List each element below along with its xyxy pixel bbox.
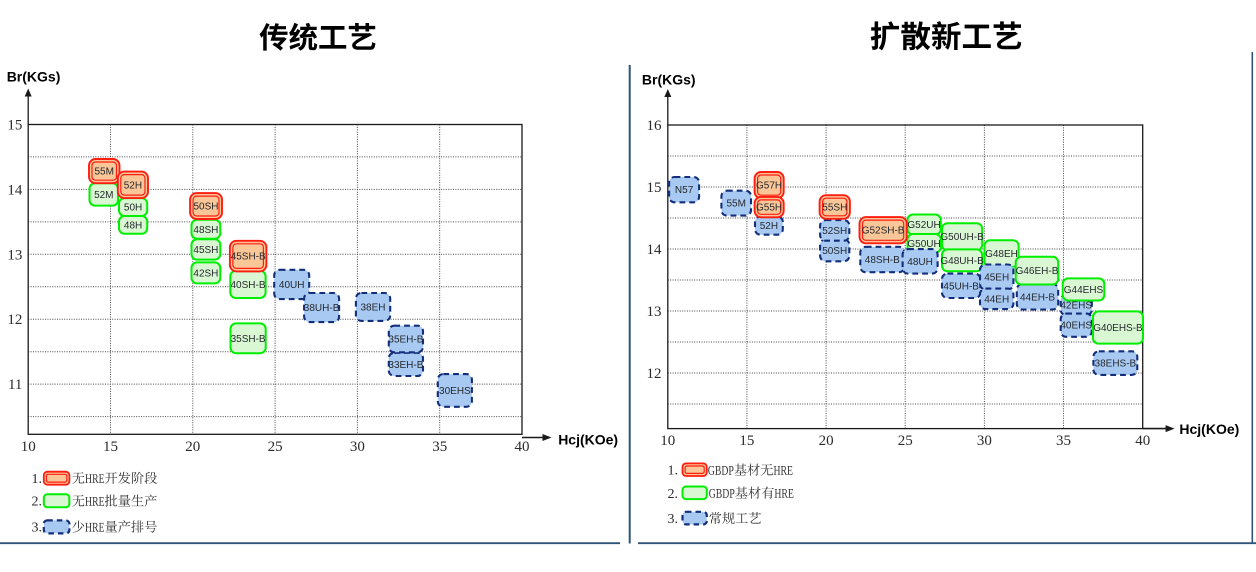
svg-text:G48UH-B: G48UH-B	[940, 256, 984, 267]
svg-text:35: 35	[1056, 433, 1071, 449]
svg-text:Hcj(KOe): Hcj(KOe)	[1179, 421, 1239, 437]
svg-text:15: 15	[103, 439, 118, 455]
svg-text:G50UH: G50UH	[907, 239, 940, 250]
svg-text:G57H: G57H	[756, 181, 782, 192]
svg-text:40SH-B: 40SH-B	[230, 280, 265, 291]
svg-text:42EHS: 42EHS	[1060, 301, 1092, 312]
svg-text:45EH: 45EH	[984, 273, 1009, 284]
svg-text:50H: 50H	[124, 203, 142, 214]
svg-text:3.: 3.	[32, 521, 43, 536]
svg-text:48UH: 48UH	[907, 257, 933, 268]
svg-text:13: 13	[7, 247, 22, 263]
svg-text:2.: 2.	[32, 495, 43, 510]
svg-text:45UH-B: 45UH-B	[943, 281, 979, 292]
svg-text:38EH: 38EH	[360, 302, 385, 313]
svg-text:30: 30	[350, 439, 365, 455]
svg-text:35EH-B: 35EH-B	[388, 335, 423, 346]
svg-text:50SH: 50SH	[193, 202, 218, 213]
svg-text:55SH: 55SH	[822, 203, 847, 214]
svg-text:G50UH-B: G50UH-B	[940, 232, 984, 243]
svg-text:15: 15	[647, 180, 662, 196]
svg-text:48SH: 48SH	[193, 225, 218, 236]
svg-text:44EH-B: 44EH-B	[1020, 292, 1055, 303]
svg-text:40EHS: 40EHS	[1060, 321, 1092, 332]
svg-text:52H: 52H	[124, 180, 142, 191]
svg-text:45SH-B: 45SH-B	[231, 252, 266, 263]
svg-text:50SH: 50SH	[822, 246, 847, 257]
svg-text:40: 40	[1135, 433, 1150, 449]
svg-text:16: 16	[647, 118, 663, 134]
svg-text:30: 30	[977, 433, 992, 449]
svg-text:10: 10	[660, 433, 675, 449]
svg-text:G46EH-B: G46EH-B	[1016, 266, 1059, 277]
svg-text:35: 35	[432, 439, 447, 455]
svg-text:20: 20	[185, 439, 200, 455]
svg-text:1.: 1.	[668, 464, 679, 479]
svg-text:55M: 55M	[726, 199, 745, 210]
svg-text:38UH-B: 38UH-B	[304, 303, 340, 314]
svg-text:12: 12	[7, 312, 22, 328]
svg-text:13: 13	[647, 304, 662, 320]
svg-text:48SH-B: 48SH-B	[865, 255, 900, 266]
svg-text:Br(KGs): Br(KGs)	[7, 69, 61, 85]
svg-text:40: 40	[515, 439, 530, 455]
svg-text:1.: 1.	[32, 472, 43, 487]
svg-text:G48EH: G48EH	[985, 249, 1018, 260]
svg-text:52SH: 52SH	[822, 226, 847, 237]
svg-text:15: 15	[739, 433, 754, 449]
svg-text:14: 14	[7, 182, 23, 198]
svg-text:11: 11	[8, 377, 22, 393]
svg-text:38EHS-B: 38EHS-B	[1095, 359, 1137, 370]
svg-text:48H: 48H	[124, 220, 142, 231]
svg-text:25: 25	[898, 433, 913, 449]
svg-text:30EHS: 30EHS	[439, 386, 471, 397]
svg-text:42SH: 42SH	[193, 268, 218, 279]
svg-text:52H: 52H	[760, 221, 778, 232]
svg-text:G52UH: G52UH	[907, 220, 940, 231]
svg-text:Hcj(KOe): Hcj(KOe)	[558, 431, 618, 447]
svg-text:35SH-B: 35SH-B	[231, 334, 266, 345]
svg-text:N57: N57	[675, 185, 694, 196]
svg-text:3.: 3.	[668, 512, 679, 527]
svg-text:45SH: 45SH	[193, 245, 218, 256]
svg-text:G44EHS: G44EHS	[1064, 285, 1104, 296]
svg-text:52M: 52M	[94, 190, 113, 201]
svg-text:10: 10	[21, 439, 36, 455]
svg-text:14: 14	[647, 242, 663, 258]
svg-text:55M: 55M	[94, 167, 113, 178]
svg-text:G40EHS-B: G40EHS-B	[1093, 323, 1143, 334]
svg-text:15: 15	[7, 118, 22, 134]
svg-text:2.: 2.	[668, 487, 679, 502]
svg-text:Br(KGs): Br(KGs)	[642, 72, 696, 88]
svg-text:12: 12	[647, 366, 662, 382]
svg-text:20: 20	[819, 433, 834, 449]
svg-text:G52SH-B: G52SH-B	[862, 226, 905, 237]
svg-text:G55H: G55H	[756, 203, 782, 214]
svg-text:44EH: 44EH	[984, 294, 1009, 305]
svg-text:40UH: 40UH	[279, 280, 305, 291]
svg-text:33EH-B: 33EH-B	[388, 360, 423, 371]
svg-text:25: 25	[268, 439, 283, 455]
